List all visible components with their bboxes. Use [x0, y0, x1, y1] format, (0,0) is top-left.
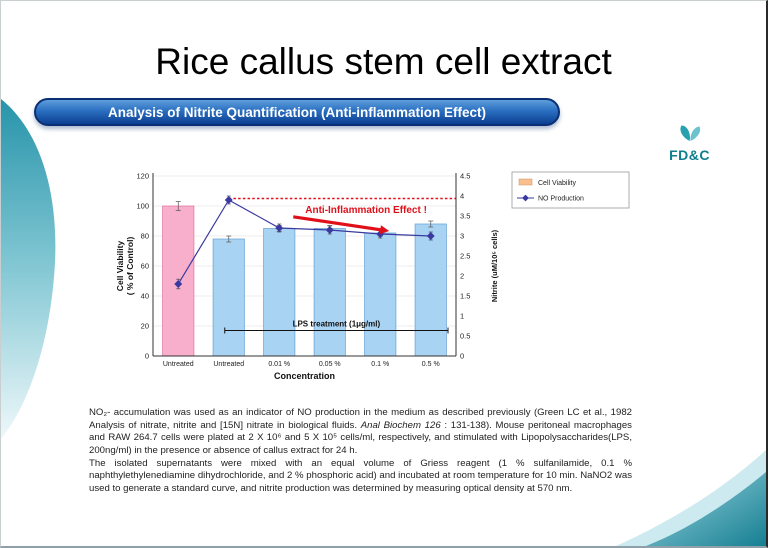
paragraph: The isolated supernatants were mixed wit… — [89, 457, 632, 494]
bottom-right-wave-decoration — [616, 450, 766, 546]
chart-area: LPS treatment (1μg/ml) Anti-Inflammation … — [113, 169, 633, 401]
banner-label: Analysis of Nitrite Quantification (Anti… — [107, 104, 487, 120]
gridlines — [153, 175, 456, 327]
svg-text:0.01 %: 0.01 % — [268, 361, 290, 368]
body-text: NO₂- accumulation was used as an indicat… — [89, 407, 632, 496]
left-wave-decoration — [1, 99, 56, 439]
svg-text:0.5: 0.5 — [460, 332, 470, 341]
cell-viability-bars — [162, 201, 447, 357]
svg-text:3: 3 — [460, 232, 464, 241]
svg-text:1: 1 — [460, 312, 464, 321]
logo-text: FD&C — [669, 147, 710, 163]
section-banner: Analysis of Nitrite Quantification (Anti… — [34, 98, 560, 126]
no-production-line — [174, 195, 435, 290]
svg-text:2.5: 2.5 — [460, 252, 470, 261]
svg-text:40: 40 — [141, 292, 149, 301]
svg-text:1.5: 1.5 — [460, 292, 470, 301]
svg-text:4.5: 4.5 — [460, 172, 470, 181]
svg-text:3.5: 3.5 — [460, 212, 470, 221]
svg-text:120: 120 — [136, 172, 149, 181]
legend: Cell Viability NO Production — [511, 171, 630, 209]
svg-text:4: 4 — [460, 192, 464, 201]
butterfly-icon — [679, 125, 700, 141]
svg-text:100: 100 — [136, 202, 149, 211]
svg-text:0: 0 — [145, 352, 149, 361]
svg-text:60: 60 — [141, 262, 149, 271]
svg-text:2: 2 — [460, 272, 464, 281]
paragraph: NO₂- accumulation was used as an indicat… — [89, 407, 632, 456]
svg-text:Concentration: Concentration — [274, 371, 335, 381]
fdc-logo: FD&C — [669, 123, 710, 162]
svg-text:Anti-Inflammation Effect !: Anti-Inflammation Effect ! — [305, 205, 427, 216]
svg-text:Cell Viability: Cell Viability — [115, 241, 125, 292]
svg-text:( % of Control): ( % of Control) — [125, 237, 135, 296]
svg-text:0.1 %: 0.1 % — [371, 361, 389, 368]
svg-text:20: 20 — [141, 322, 149, 331]
svg-text:LPS treatment (1μg/ml): LPS treatment (1μg/ml) — [293, 320, 381, 329]
svg-text:NO Production: NO Production — [538, 196, 584, 203]
svg-text:0: 0 — [460, 352, 464, 361]
svg-text:Nitrite (uM/10⁵ cells): Nitrite (uM/10⁵ cells) — [490, 229, 499, 302]
svg-text:Untreated: Untreated — [163, 361, 194, 368]
svg-text:0.5 %: 0.5 % — [422, 361, 440, 368]
axes: 0 20 40 60 80 100 120 0 0.5 1 1.5 2 2.5 3 3.5 4 4.5 Untre… — [115, 172, 499, 382]
effect-annotation: Anti-Inflammation Effect ! — [293, 205, 427, 235]
lps-annotation: LPS treatment (1μg/ml) — [224, 320, 449, 334]
slide-title: Rice callus stem cell extract — [155, 41, 612, 82]
svg-text:0.05 %: 0.05 % — [319, 361, 341, 368]
svg-text:Cell Viability: Cell Viability — [538, 180, 576, 187]
svg-text:Untreated: Untreated — [213, 361, 244, 368]
nitrite-chart: LPS treatment (1μg/ml) Anti-Inflammation … — [115, 171, 630, 382]
svg-text:80: 80 — [141, 232, 149, 241]
